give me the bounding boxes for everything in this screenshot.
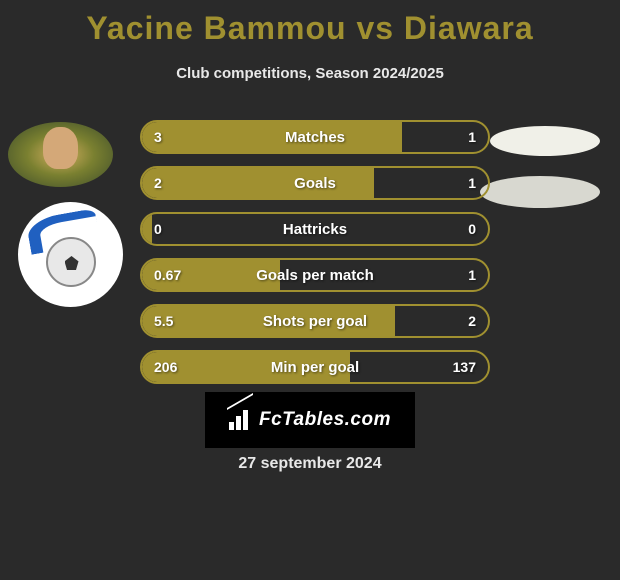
decor-ellipse-1 xyxy=(490,126,600,156)
stat-label: Min per goal xyxy=(142,359,488,376)
stat-value-right: 1 xyxy=(468,129,476,145)
stat-row: 3 Matches 1 xyxy=(140,120,490,154)
player1-avatar xyxy=(8,122,113,187)
stat-value-right: 2 xyxy=(468,313,476,329)
stat-value-right: 1 xyxy=(468,267,476,283)
stat-row: 0 Hattricks 0 xyxy=(140,212,490,246)
branding-text: FcTables.com xyxy=(259,409,391,431)
stat-label: Shots per goal xyxy=(142,313,488,330)
bars-chart-icon xyxy=(229,410,253,430)
page-title: Yacine Bammou vs Diawara xyxy=(0,0,620,47)
stat-value-right: 1 xyxy=(468,175,476,191)
snapshot-date: 27 september 2024 xyxy=(0,455,620,473)
stat-row: 0.67 Goals per match 1 xyxy=(140,258,490,292)
stat-value-right: 0 xyxy=(468,221,476,237)
player2-club-logo xyxy=(18,202,123,307)
stat-row: 206 Min per goal 137 xyxy=(140,350,490,384)
stat-label: Hattricks xyxy=(142,221,488,238)
branding-badge: FcTables.com xyxy=(205,392,415,448)
comparison-chart: 3 Matches 1 2 Goals 1 0 Hattricks 0 0.67… xyxy=(140,120,490,396)
stat-row: 5.5 Shots per goal 2 xyxy=(140,304,490,338)
stat-row: 2 Goals 1 xyxy=(140,166,490,200)
decor-ellipse-2 xyxy=(480,176,600,208)
stat-label: Goals per match xyxy=(142,267,488,284)
stat-value-right: 137 xyxy=(453,359,476,375)
season-subtitle: Club competitions, Season 2024/2025 xyxy=(0,65,620,82)
stat-label: Matches xyxy=(142,129,488,146)
stat-label: Goals xyxy=(142,175,488,192)
